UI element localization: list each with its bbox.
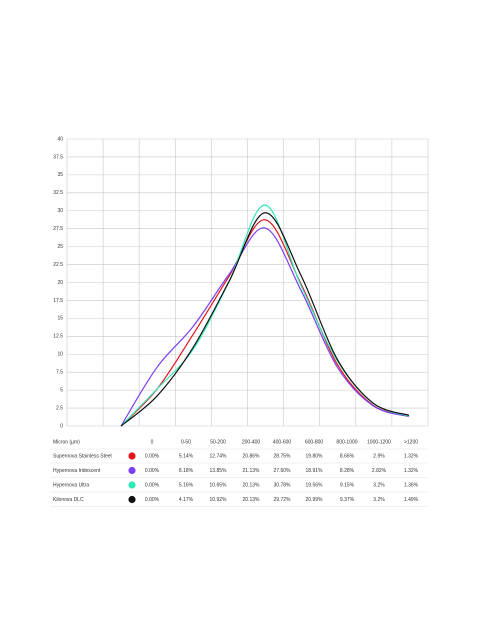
legend-swatch bbox=[128, 452, 136, 460]
y-tick-label: 15 bbox=[57, 316, 63, 322]
table-value: 21.13% bbox=[243, 468, 261, 474]
y-tick-label: 5 bbox=[60, 387, 63, 393]
table-column-label: 400-600 bbox=[273, 439, 292, 445]
table-value: 27.60% bbox=[274, 468, 292, 474]
table-value: 5.16% bbox=[179, 482, 194, 488]
table-column-label: 200-400 bbox=[242, 439, 261, 445]
table-value: 9.15% bbox=[340, 482, 355, 488]
series-line bbox=[120, 227, 410, 427]
table-value: 9.37% bbox=[340, 497, 355, 503]
table-column-label: >1200 bbox=[404, 439, 418, 445]
y-tick-label: 40 bbox=[57, 136, 63, 142]
table-value: 3.2% bbox=[373, 497, 385, 503]
y-tick-label: 10 bbox=[57, 352, 63, 358]
y-tick-label: 0 bbox=[60, 423, 63, 429]
table-value: 20.86% bbox=[243, 453, 261, 459]
legend-swatch bbox=[128, 481, 136, 489]
legend-label: Kilonova DLC bbox=[53, 497, 84, 503]
table-value: 8.28% bbox=[340, 468, 355, 474]
y-tick-label: 7.5 bbox=[56, 370, 63, 376]
table-column-label: 50-200 bbox=[210, 439, 226, 445]
table-value: 2.82% bbox=[372, 468, 387, 474]
table-value: 20.13% bbox=[243, 482, 261, 488]
legend-label: Hypernova Iridescent bbox=[53, 468, 101, 474]
table-value: 0.00% bbox=[145, 482, 160, 488]
table-value: 4.17% bbox=[179, 497, 194, 503]
y-tick-label: 12.5 bbox=[53, 334, 63, 340]
table-value: 12.74% bbox=[210, 453, 228, 459]
table-value: 2.9% bbox=[373, 453, 385, 459]
y-tick-label: 20 bbox=[57, 280, 63, 286]
table-value: 1.32% bbox=[404, 468, 419, 474]
legend-swatch bbox=[128, 495, 136, 504]
table-value: 10.65% bbox=[210, 482, 228, 488]
y-tick-label: 35 bbox=[57, 172, 63, 178]
table-value: 10.92% bbox=[210, 497, 228, 503]
table-column-label: 0 bbox=[151, 439, 154, 445]
y-tick-label: 32.5 bbox=[53, 190, 63, 196]
table-value: 1.49% bbox=[404, 497, 419, 503]
table-value: 19.80% bbox=[306, 453, 324, 459]
table-value: 1.32% bbox=[404, 453, 419, 459]
series-line bbox=[120, 204, 410, 427]
table-value: 20.99% bbox=[306, 497, 324, 503]
table-column-label: 800-1000 bbox=[336, 439, 357, 445]
table-value: 0.00% bbox=[145, 497, 160, 503]
series-line bbox=[120, 219, 410, 427]
y-tick-label: 17.5 bbox=[53, 298, 63, 304]
table-value: 1.36% bbox=[404, 482, 419, 488]
table-value: 0.00% bbox=[145, 468, 160, 474]
table-value: 18.91% bbox=[306, 468, 324, 474]
table-column-label: 600-800 bbox=[305, 439, 324, 445]
y-tick-label: 27.5 bbox=[53, 226, 63, 232]
y-tick-label: 30 bbox=[57, 208, 63, 214]
table-value: 8.66% bbox=[340, 453, 355, 459]
table-value: 29.72% bbox=[274, 497, 292, 503]
y-tick-label: 2.5 bbox=[56, 405, 63, 411]
table-column-label: 0-50 bbox=[181, 439, 191, 445]
y-tick-label: 25 bbox=[57, 244, 63, 250]
table-value: 3.2% bbox=[373, 482, 385, 488]
y-tick-label: 37.5 bbox=[53, 154, 63, 160]
table-value: 0.00% bbox=[145, 453, 160, 459]
table-value: 20.13% bbox=[243, 497, 261, 503]
table-value: 8.18% bbox=[179, 468, 194, 474]
series-line bbox=[120, 212, 410, 427]
legend-label: Hypernova Ultra bbox=[53, 482, 89, 488]
table-column-label: 1000-1200 bbox=[367, 439, 391, 445]
table-header: Micron (µm) bbox=[53, 439, 80, 445]
table-value: 5.14% bbox=[179, 453, 194, 459]
table-value: 19.56% bbox=[306, 482, 324, 488]
table-value: 30.78% bbox=[274, 482, 292, 488]
table-value: 28.75% bbox=[274, 453, 292, 459]
y-tick-label: 22.5 bbox=[53, 262, 63, 268]
legend-swatch bbox=[128, 466, 136, 475]
legend-label: Supernova Stainless Steel bbox=[53, 453, 112, 459]
table-value: 13.85% bbox=[210, 468, 228, 474]
